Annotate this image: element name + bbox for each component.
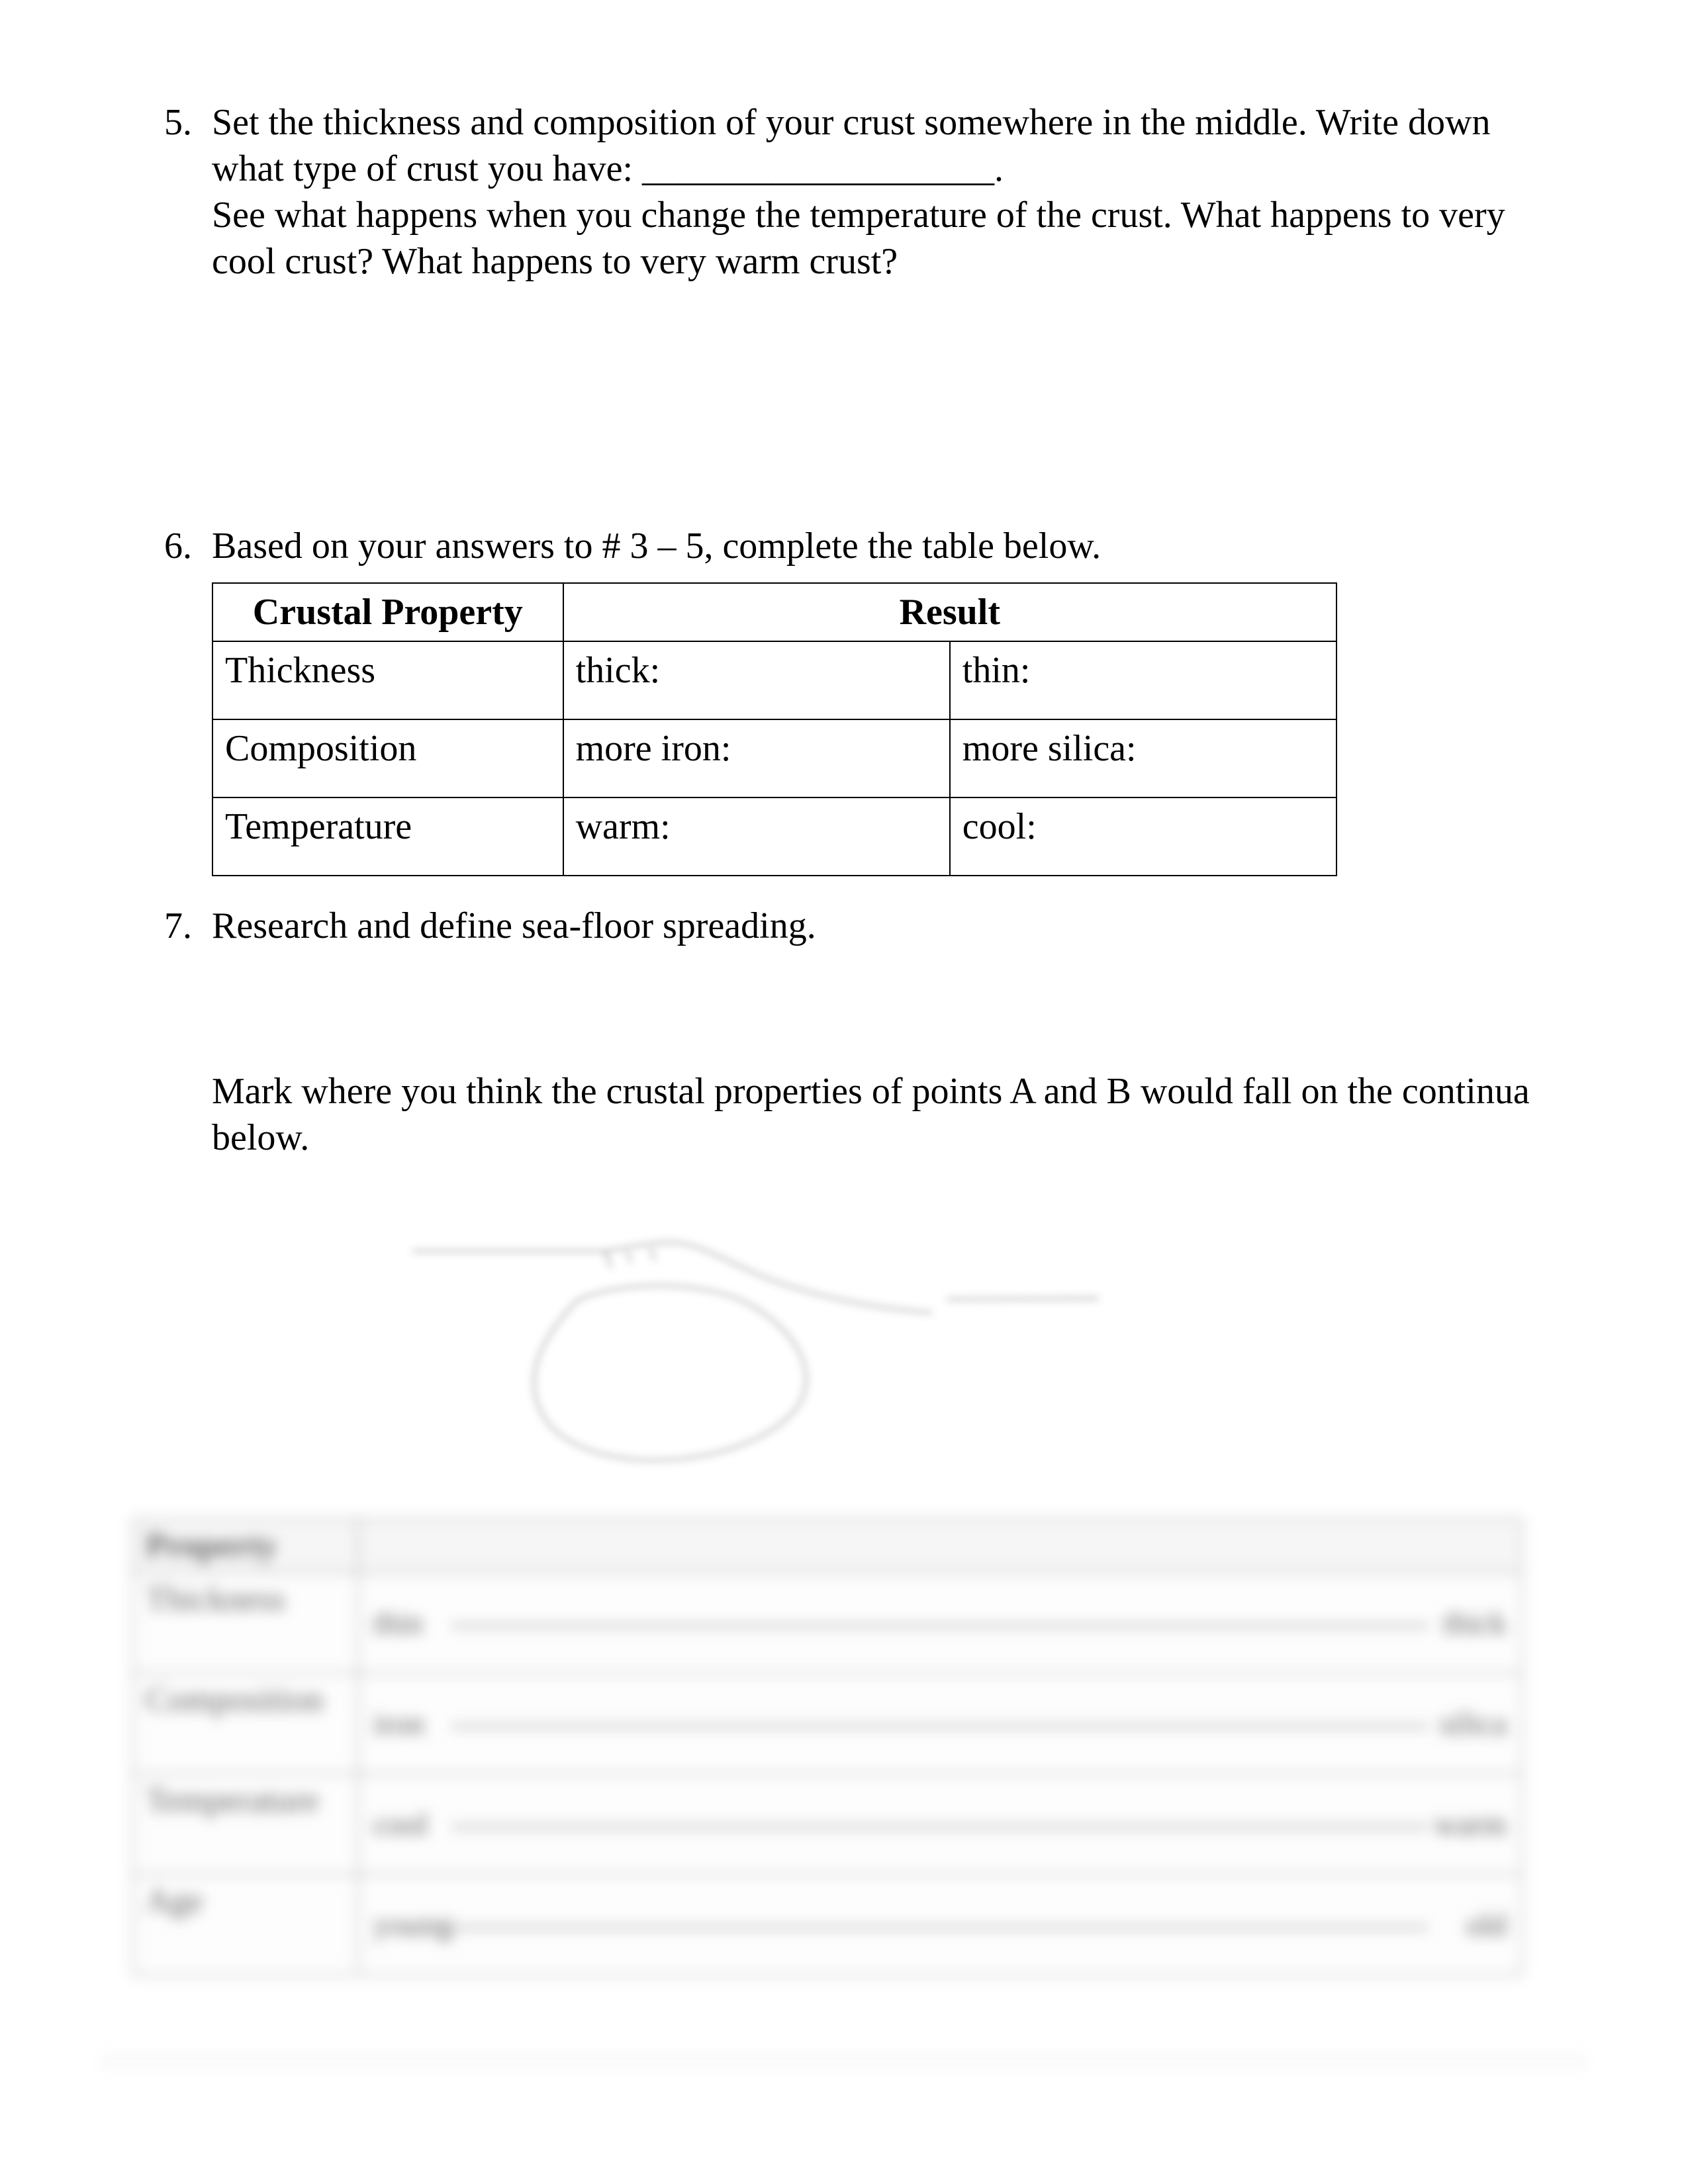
q7-answer-space: [212, 949, 1556, 1068]
q5-text-line1: Set the thickness and composition of you…: [212, 99, 1556, 192]
th-property: Crustal Property: [212, 583, 563, 641]
continua-right-label: warm: [1434, 1806, 1507, 1843]
continua-property: Age: [133, 1874, 358, 1975]
q5-text-line2: See what happens when you change the tem…: [212, 192, 1556, 285]
table-row: Temperature warm: cool:: [212, 797, 1336, 876]
continua-row: Temperature cool warm: [133, 1774, 1522, 1874]
q6-number: 6.: [132, 523, 212, 569]
cell-property: Thickness: [212, 641, 563, 719]
continua-table: Property Thickness thin thick Compositio…: [132, 1518, 1523, 1976]
continua-line-icon: [451, 1625, 1429, 1627]
continua-left-label: cool: [373, 1806, 428, 1843]
continua-row: Age young old: [133, 1874, 1522, 1975]
continua-left-label: young: [373, 1907, 453, 1943]
q6-body: Based on your answers to # 3 – 5, comple…: [212, 523, 1556, 876]
table-row: Composition more iron: more silica:: [212, 719, 1336, 797]
cell-result-right: thin:: [950, 641, 1336, 719]
question-7: 7. Research and define sea-floor spreadi…: [132, 903, 1556, 1161]
q7-text-b: Mark where you think the crustal propert…: [212, 1068, 1556, 1161]
cell-result-left: more iron:: [563, 719, 950, 797]
continua-right-label: old: [1466, 1907, 1507, 1943]
seafloor-svg: [305, 1214, 1099, 1492]
continua-property: Composition: [133, 1673, 358, 1774]
q7-number: 7.: [132, 903, 212, 949]
th-result: Result: [563, 583, 1336, 641]
q5-number: 5.: [132, 99, 212, 146]
cell-result-right: more silica:: [950, 719, 1336, 797]
continua-table-wrap: Property Thickness thin thick Compositio…: [132, 1518, 1556, 1976]
continua-line-icon: [451, 1826, 1429, 1828]
crustal-property-table: Crustal Property Result Thickness thick:…: [212, 582, 1337, 876]
continua-scale: young old: [358, 1874, 1522, 1975]
seafloor-diagram: [305, 1214, 1099, 1492]
continua-left-label: thin: [373, 1605, 423, 1641]
q7-body: Research and define sea-floor spreading.…: [212, 903, 1556, 1161]
continua-line-icon: [451, 1725, 1429, 1727]
q7-text-a: Research and define sea-floor spreading.: [212, 903, 1556, 949]
continua-header-row: Property: [133, 1519, 1522, 1572]
continua-scale: iron silica: [358, 1673, 1522, 1774]
continua-line-icon: [451, 1927, 1429, 1929]
continua-scale: thin thick: [358, 1572, 1522, 1673]
continua-right-label: thick: [1443, 1605, 1507, 1641]
question-6: 6. Based on your answers to # 3 – 5, com…: [132, 523, 1556, 876]
q5-body: Set the thickness and composition of you…: [212, 99, 1556, 496]
footer-smudge: [99, 2050, 1589, 2071]
cell-result-right: cool:: [950, 797, 1336, 876]
cell-result-left: warm:: [563, 797, 950, 876]
cell-result-left: thick:: [563, 641, 950, 719]
q6-text: Based on your answers to # 3 – 5, comple…: [212, 523, 1556, 569]
worksheet-page: 5. Set the thickness and composition of …: [0, 0, 1688, 2184]
continua-right-label: silica: [1440, 1706, 1507, 1742]
cell-property: Temperature: [212, 797, 563, 876]
continua-scale: cool warm: [358, 1774, 1522, 1874]
table-row: Thickness thick: thin:: [212, 641, 1336, 719]
continua-row: Thickness thin thick: [133, 1572, 1522, 1673]
continua-th-property: Property: [133, 1519, 358, 1572]
continua-property: Thickness: [133, 1572, 358, 1673]
question-list: 5. Set the thickness and composition of …: [132, 99, 1556, 1161]
continua-th-scale: [358, 1519, 1522, 1572]
q5-answer-space: [212, 285, 1556, 496]
continua-left-label: iron: [373, 1706, 424, 1742]
table-header-row: Crustal Property Result: [212, 583, 1336, 641]
continua-property: Temperature: [133, 1774, 358, 1874]
continua-row: Composition iron silica: [133, 1673, 1522, 1774]
question-5: 5. Set the thickness and composition of …: [132, 99, 1556, 496]
cell-property: Composition: [212, 719, 563, 797]
